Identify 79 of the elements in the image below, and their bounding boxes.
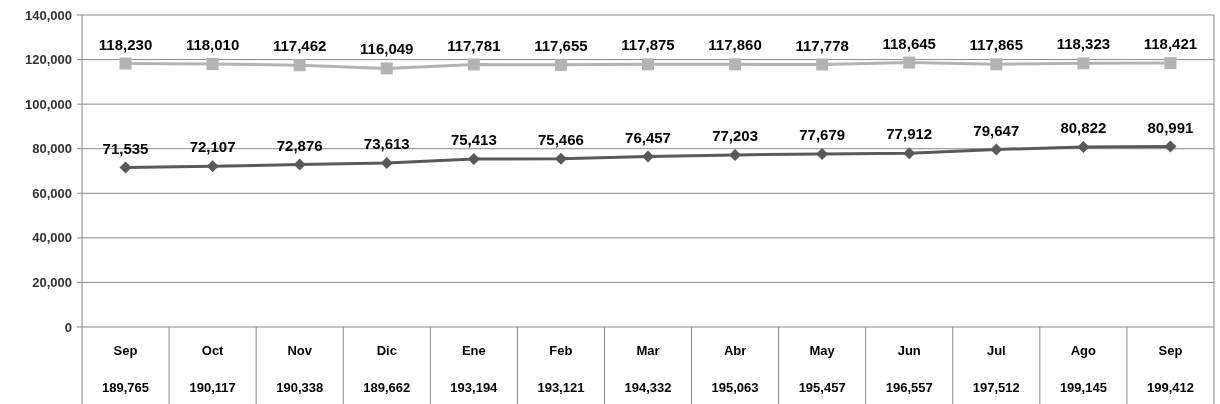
data-label: 117,462 xyxy=(272,37,327,55)
point xyxy=(554,58,567,71)
point xyxy=(990,58,1003,71)
x-tick-label: Abr xyxy=(723,343,747,358)
y-tick-label: 20,000 xyxy=(32,274,72,290)
text: 189,765 xyxy=(102,380,150,395)
text: 197,512 xyxy=(972,380,1020,395)
x-tick-label: Dic xyxy=(376,343,397,358)
x-tick-label: Sep xyxy=(1158,343,1183,358)
text: 196,557 xyxy=(885,380,933,395)
data-label: 118,230 xyxy=(98,35,153,53)
y-tick-label: 120,000 xyxy=(25,52,72,68)
data-label: 80,991 xyxy=(1147,118,1194,136)
point xyxy=(1164,57,1177,70)
data-label: 117,875 xyxy=(621,36,675,54)
data-label: 76,457 xyxy=(625,128,671,146)
data-label: 117,860 xyxy=(708,36,762,54)
y-tick-label: 140,000 xyxy=(25,7,72,23)
x-tick-label: Sep xyxy=(113,343,138,358)
point xyxy=(903,147,916,160)
point xyxy=(119,57,132,70)
y-tick-label: 40,000 xyxy=(32,230,72,246)
text: 193,194 xyxy=(450,380,498,395)
text: 199,412 xyxy=(1146,380,1194,395)
data-label: 73,613 xyxy=(363,134,410,152)
y-tick-label: 60,000 xyxy=(32,185,72,201)
data-label: 118,645 xyxy=(882,34,936,52)
point xyxy=(119,161,132,174)
x-tick-label: Oct xyxy=(201,343,225,358)
y-tick-label: 80,000 xyxy=(32,141,72,157)
x-tick-label: Jul xyxy=(986,343,1006,358)
data-label: 118,421 xyxy=(1143,35,1198,53)
x-tick-label: Ago xyxy=(1070,343,1097,358)
text: 193,121 xyxy=(537,380,585,395)
y-tick-label: 100,000 xyxy=(25,96,72,112)
data-label: 75,413 xyxy=(450,130,497,148)
data-label: 75,466 xyxy=(537,130,584,148)
x-tick-label: Nov xyxy=(287,343,313,358)
point xyxy=(816,58,829,71)
point xyxy=(729,58,742,71)
point xyxy=(903,56,916,69)
data-label: 117,778 xyxy=(795,36,849,54)
point xyxy=(1077,57,1090,70)
point xyxy=(467,58,480,71)
data-label: 77,679 xyxy=(799,125,846,143)
text: 190,338 xyxy=(276,380,324,395)
point xyxy=(293,158,306,171)
point xyxy=(642,58,654,71)
point xyxy=(293,59,306,72)
x-tick-label: Jun xyxy=(897,343,921,358)
point xyxy=(380,62,393,75)
x-tick-label: Mar xyxy=(636,343,660,358)
text: 189,662 xyxy=(363,380,411,395)
text: 190,117 xyxy=(189,380,236,395)
data-label: 80,822 xyxy=(1060,118,1107,136)
data-label: 117,655 xyxy=(534,36,588,54)
text: 195,457 xyxy=(798,380,846,395)
y-tick-label: 0 xyxy=(64,319,72,335)
point xyxy=(642,150,654,163)
data-label: 118,010 xyxy=(185,36,240,54)
data-label: 117,781 xyxy=(447,36,501,54)
x-tick-label: May xyxy=(809,343,836,358)
data-label: 79,647 xyxy=(973,121,1020,139)
data-label: 72,107 xyxy=(189,138,236,156)
data-label: 77,912 xyxy=(886,125,933,143)
data-label: 117,865 xyxy=(969,36,1024,54)
data-label: 71,535 xyxy=(102,139,149,157)
x-tick-label: Ene xyxy=(461,343,486,358)
point xyxy=(990,143,1003,156)
text: 195,063 xyxy=(711,380,759,395)
data-label: 77,203 xyxy=(712,126,759,144)
data-label: 72,876 xyxy=(276,136,323,154)
text: 199,145 xyxy=(1059,380,1107,395)
point xyxy=(1077,140,1090,153)
data-label: 116,049 xyxy=(360,40,414,58)
point xyxy=(206,58,219,71)
data-label: 118,323 xyxy=(1056,35,1111,53)
text: 194,332 xyxy=(624,380,672,395)
x-tick-label: Feb xyxy=(549,343,573,358)
